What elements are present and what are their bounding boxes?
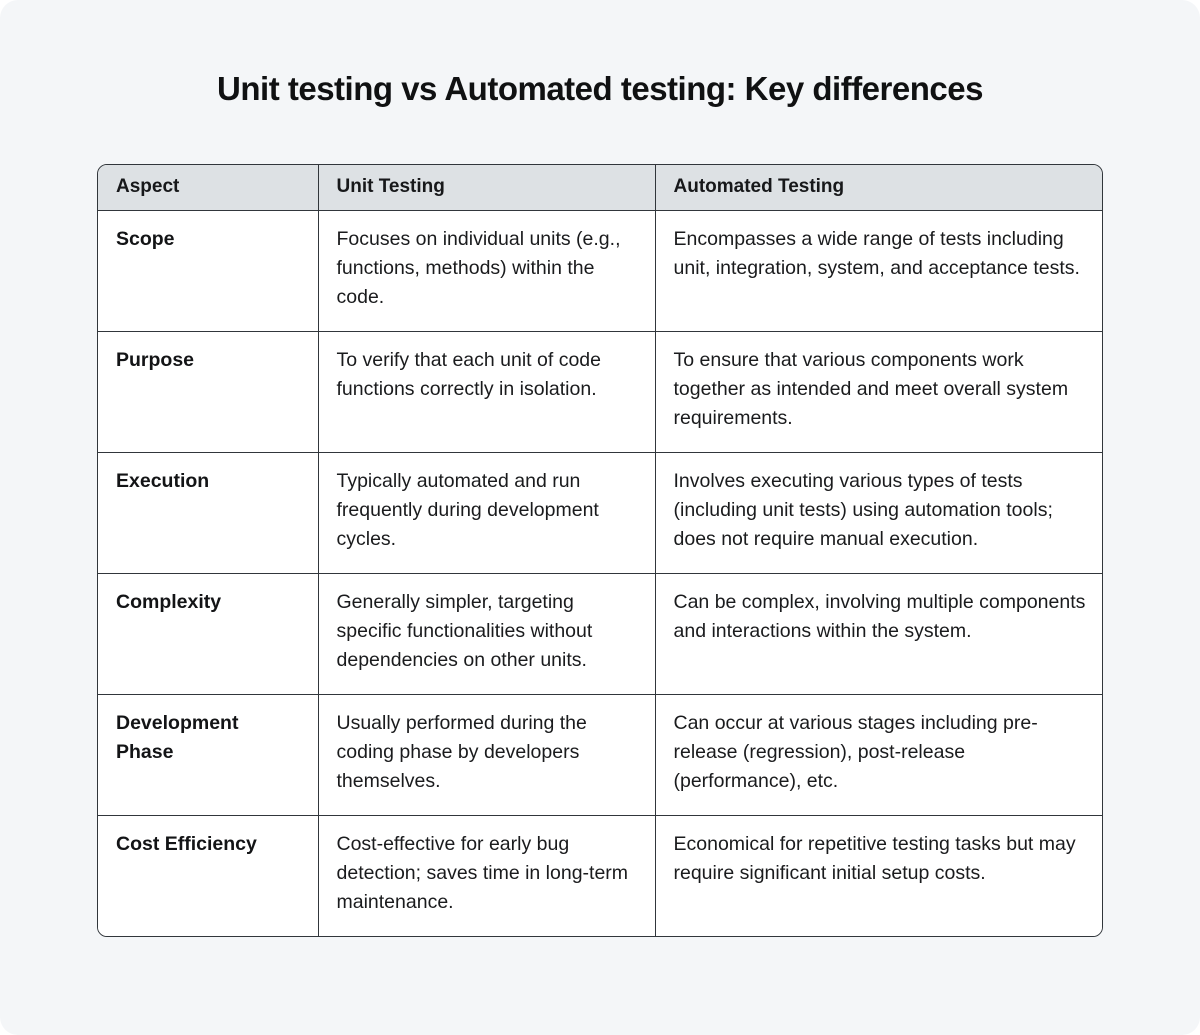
unit-testing-cell: Focuses on individual units (e.g., funct… [317,210,655,332]
unit-testing-cell: Typically automated and run frequently d… [317,452,655,574]
table-body: Scope Focuses on individual units (e.g.,… [98,210,1102,936]
aspect-cell: Scope [98,210,318,332]
comparison-table-container: Aspect Unit Testing Automated Testing Sc… [97,164,1103,937]
automated-testing-cell: Encompasses a wide range of tests includ… [654,210,1102,332]
table-row: Complexity Generally simpler, targeting … [98,573,1102,695]
column-header-unit-testing: Unit Testing [317,165,655,211]
automated-testing-cell: Economical for repetitive testing tasks … [654,815,1102,936]
table-row: Purpose To verify that each unit of code… [98,331,1102,453]
page-title: Unit testing vs Automated testing: Key d… [217,70,983,107]
automated-testing-cell: Involves executing various types of test… [654,452,1102,574]
unit-testing-cell: Cost-effective for early bug detection; … [317,815,655,936]
automated-testing-cell: To ensure that various components work t… [654,331,1102,453]
table-row: Execution Typically automated and run fr… [98,452,1102,574]
aspect-cell: Complexity [98,573,318,695]
automated-testing-cell: Can be complex, involving multiple compo… [654,573,1102,695]
aspect-cell: Cost Efficiency [98,815,318,936]
unit-testing-cell: Generally simpler, targeting specific fu… [317,573,655,695]
aspect-cell: Purpose [98,331,318,453]
table-header-row: Aspect Unit Testing Automated Testing [98,165,1102,211]
aspect-cell: Development Phase [98,694,318,816]
comparison-table: Aspect Unit Testing Automated Testing Sc… [98,165,1102,936]
column-header-automated-testing: Automated Testing [654,165,1102,211]
aspect-cell: Execution [98,452,318,574]
unit-testing-cell: Usually performed during the coding phas… [317,694,655,816]
column-header-aspect: Aspect [98,165,318,211]
unit-testing-cell: To verify that each unit of code functio… [317,331,655,453]
table-row: Development Phase Usually performed duri… [98,694,1102,816]
table-row: Scope Focuses on individual units (e.g.,… [98,210,1102,332]
table-row: Cost Efficiency Cost-effective for early… [98,815,1102,936]
automated-testing-cell: Can occur at various stages including pr… [654,694,1102,816]
